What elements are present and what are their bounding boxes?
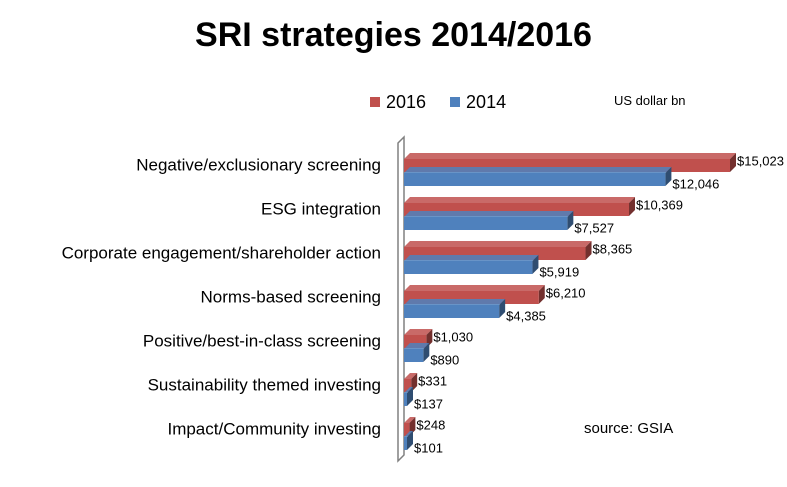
legend-item-2016: 2016: [370, 92, 426, 113]
bar-front-face: [404, 423, 410, 436]
bar-top-face: [404, 343, 430, 349]
category-label: ESG integration: [261, 199, 381, 218]
bar-side-face: [730, 153, 736, 172]
bar-2014: [404, 167, 672, 186]
bar-front-face: [404, 349, 424, 362]
category-label: Impact/Community investing: [167, 419, 381, 438]
bar-top-face: [404, 329, 433, 335]
bar-top-face: [404, 167, 672, 173]
bar-top-face: [404, 417, 416, 423]
legend-label-2014: 2014: [466, 91, 507, 112]
bar-side-face: [629, 197, 636, 216]
bar-top-face: [404, 299, 506, 305]
data-label: $331: [418, 373, 447, 388]
bar-side-face: [532, 255, 539, 274]
bar-2014: [404, 343, 430, 362]
data-label: $5,919: [539, 264, 579, 279]
bar-top-face: [404, 373, 418, 379]
data-label: $8,365: [593, 241, 633, 256]
bar-top-face: [404, 285, 545, 291]
data-label: $248: [416, 417, 445, 432]
data-label: $890: [430, 352, 459, 367]
bar-2014: [404, 299, 506, 318]
data-label: $6,210: [546, 285, 586, 300]
bar-top-face: [404, 431, 413, 437]
bar-top-face: [404, 211, 574, 217]
bar-2014: [404, 255, 539, 274]
bar-side-face: [407, 431, 413, 450]
bar-front-face: [404, 261, 533, 274]
axis-wall: [397, 135, 405, 463]
category-label: Sustainability themed investing: [148, 375, 381, 394]
legend-swatch-2016: [370, 97, 380, 107]
unit-note: US dollar bn: [614, 93, 686, 108]
bar-2014: [404, 211, 574, 230]
legend-label-2016: 2016: [386, 91, 427, 112]
category-label: Negative/exclusionary screening: [136, 155, 381, 174]
bar-side-face: [407, 387, 413, 406]
bar-front-face: [404, 437, 407, 450]
bar-top-face: [404, 153, 736, 159]
bar-front-face: [404, 173, 666, 186]
chart-title: SRI strategies 2014/2016: [195, 16, 592, 54]
data-label: $12,046: [672, 176, 719, 191]
bar-front-face: [404, 379, 412, 392]
bar-side-face: [423, 343, 430, 362]
category-label: Corporate engagement/shareholder action: [62, 243, 381, 262]
data-label: $10,369: [636, 197, 683, 212]
bar-2014: [404, 431, 413, 450]
category-label: Norms-based screening: [201, 287, 381, 306]
bar-side-face: [585, 241, 592, 260]
data-label: $137: [414, 396, 443, 411]
bar-top-face: [404, 197, 636, 203]
category-label: Positive/best-in-class screening: [143, 331, 381, 350]
data-label: $7,527: [574, 220, 614, 235]
bar-front-face: [404, 393, 407, 406]
bar-side-face: [538, 285, 545, 304]
bar-side-face: [665, 167, 672, 186]
data-label: $1,030: [433, 329, 473, 344]
data-label: $4,385: [506, 308, 546, 323]
legend: 2016 2014: [370, 92, 530, 112]
legend-swatch-2014: [450, 97, 461, 107]
bar-top-face: [404, 255, 539, 261]
legend-item-2014: 2014: [450, 92, 506, 113]
bar-side-face: [567, 211, 574, 230]
bar-top-face: [404, 241, 592, 247]
bar-top-face: [404, 387, 413, 393]
source-note: source: GSIA: [584, 420, 674, 437]
bar-front-face: [404, 305, 500, 318]
bar-front-face: [404, 217, 568, 230]
bar-2014: [404, 387, 413, 406]
bar-side-face: [499, 299, 506, 318]
data-label: $15,023: [737, 153, 784, 168]
data-label: $101: [414, 440, 443, 455]
